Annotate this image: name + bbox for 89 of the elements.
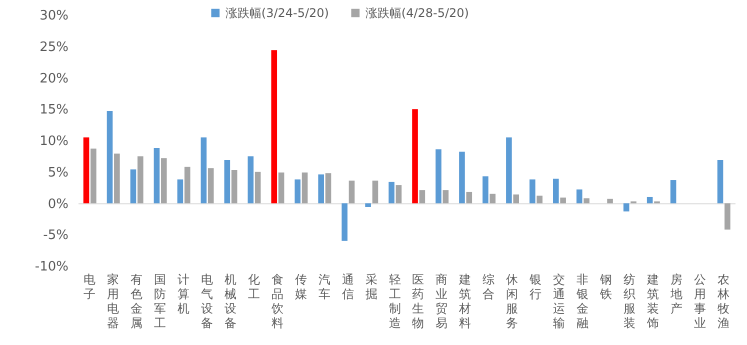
bar xyxy=(482,176,488,204)
bar xyxy=(278,172,284,204)
x-tick-label: 农林牧渔 xyxy=(716,272,730,330)
x-tick-label: 综合 xyxy=(482,272,495,301)
x-tick-label: 银行 xyxy=(528,272,542,301)
bar xyxy=(466,192,472,204)
bar xyxy=(513,194,520,204)
x-tick-label: 汽车 xyxy=(318,272,330,301)
bar xyxy=(724,203,730,230)
y-tick-label: -5% xyxy=(43,228,68,244)
bar xyxy=(530,179,536,204)
bar xyxy=(208,168,214,204)
bar xyxy=(200,137,207,204)
bar xyxy=(114,154,120,204)
x-tick-label: 纺织服装 xyxy=(624,272,636,330)
bar xyxy=(553,178,559,204)
y-tick-label: 15% xyxy=(40,102,68,118)
x-tick-label: 钢铁 xyxy=(599,272,612,301)
bar xyxy=(231,170,238,204)
y-tick-label: 5% xyxy=(48,165,68,180)
bar xyxy=(436,149,442,204)
bar xyxy=(294,179,301,204)
y-tick-label: -10% xyxy=(34,260,68,274)
bar xyxy=(365,203,371,208)
x-tick-label: 公用事业 xyxy=(694,272,706,330)
bar xyxy=(419,190,426,204)
bar xyxy=(646,196,653,204)
bar xyxy=(90,148,96,204)
y-tick-label: 10% xyxy=(40,134,68,149)
bar xyxy=(576,189,582,204)
bar xyxy=(271,50,278,204)
bar xyxy=(717,160,724,204)
x-tick-label: 国防军工 xyxy=(154,272,166,330)
x-tick-label: 家用电器 xyxy=(106,272,119,330)
y-tick-label: 25% xyxy=(40,40,68,55)
bar xyxy=(154,148,160,204)
bar xyxy=(83,137,90,204)
x-tick-label: 建筑装饰 xyxy=(646,272,660,330)
y-tick-label: 20% xyxy=(40,71,68,86)
bar xyxy=(442,190,449,204)
bar xyxy=(138,156,144,204)
bar xyxy=(106,111,113,204)
bar xyxy=(160,158,167,204)
bar xyxy=(302,172,308,204)
bar xyxy=(459,152,465,204)
bar xyxy=(130,169,136,204)
x-tick-label: 电气设备 xyxy=(200,272,213,330)
x-tick-label: 通信 xyxy=(342,272,354,301)
x-tick-label: 商业贸易 xyxy=(436,272,448,330)
x-tick-label: 非银金融 xyxy=(576,272,589,330)
x-tick-label: 传媒 xyxy=(294,272,307,301)
x-tick-label: 计算机 xyxy=(177,272,190,316)
x-tick-label: 机械设备 xyxy=(224,272,236,330)
x-tick-label: 采掘 xyxy=(365,272,378,301)
bar xyxy=(396,185,402,204)
bar xyxy=(607,198,613,204)
bar xyxy=(412,109,418,204)
bar xyxy=(184,166,190,204)
x-tick-label: 房地产 xyxy=(670,272,683,316)
bar xyxy=(506,137,512,204)
legend-label: 涨跌幅(3/24-5/20) xyxy=(225,6,329,20)
bar xyxy=(318,174,324,204)
x-tick-label: 休闲服务 xyxy=(506,272,518,330)
y-tick-label: 0% xyxy=(48,196,68,212)
x-tick-label: 化工 xyxy=(248,272,260,301)
bar xyxy=(584,198,590,204)
legend-label: 涨跌幅(4/28-5/20) xyxy=(365,6,469,20)
y-tick-label: 30% xyxy=(40,8,68,24)
bar xyxy=(224,160,230,204)
x-tick-label: 电子 xyxy=(84,272,96,301)
x-tick-label: 食品饮料 xyxy=(270,272,284,330)
bar xyxy=(670,180,676,204)
bar xyxy=(177,179,184,204)
bar xyxy=(254,172,261,204)
x-tick-label: 有色金属 xyxy=(130,272,142,330)
bar xyxy=(623,203,630,212)
x-tick-label: 轻工制造 xyxy=(388,272,401,330)
bar xyxy=(348,180,355,204)
x-tick-label: 医药生物 xyxy=(412,272,424,330)
bar xyxy=(388,182,394,204)
bar xyxy=(536,196,542,204)
x-tick-label: 交通运输 xyxy=(553,272,566,330)
bar xyxy=(560,198,566,204)
bar xyxy=(372,180,378,204)
bar xyxy=(248,156,254,204)
bar xyxy=(490,194,496,204)
x-tick-label: 建筑材料 xyxy=(458,272,472,330)
bar xyxy=(325,173,332,204)
bar xyxy=(342,203,348,241)
